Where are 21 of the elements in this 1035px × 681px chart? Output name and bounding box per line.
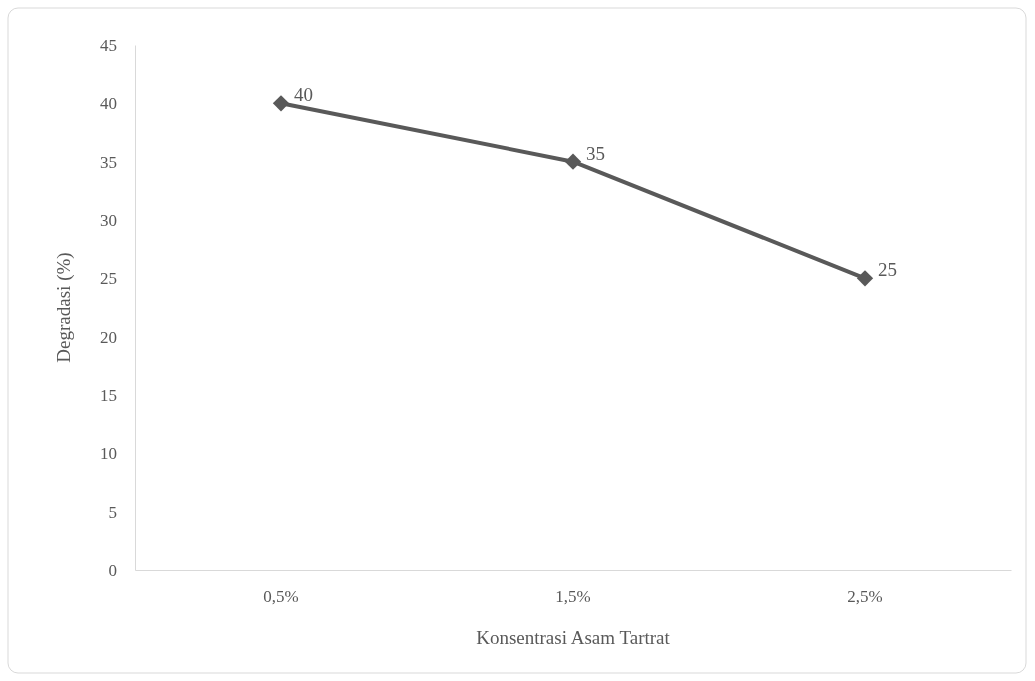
data-label: 25 (878, 259, 897, 281)
y-tick-label: 0 (108, 560, 117, 580)
y-tick-label: 40 (100, 94, 117, 114)
y-tick-label: 20 (100, 327, 117, 347)
x-tick-label: 0,5% (263, 587, 299, 607)
y-tick-label: 30 (100, 210, 117, 230)
y-tick-label: 35 (100, 152, 117, 172)
point (856, 270, 874, 287)
x-tick-label: 2,5% (847, 587, 883, 607)
data-label: 40 (294, 84, 313, 106)
y-tick-label: 25 (100, 269, 117, 289)
y-tick-label: 5 (108, 502, 117, 522)
point (272, 95, 290, 112)
y-tick-label: 45 (100, 35, 117, 55)
y-tick-label: 10 (100, 444, 117, 464)
point (564, 153, 582, 170)
data-label: 35 (586, 142, 605, 164)
x-axis-title: Konsentrasi Asam Tartrat (476, 627, 671, 648)
y-tick-label: 15 (100, 385, 117, 405)
y-axis-title: Degradasi (%) (53, 252, 75, 363)
x-tick-label: 1,5% (555, 587, 591, 607)
